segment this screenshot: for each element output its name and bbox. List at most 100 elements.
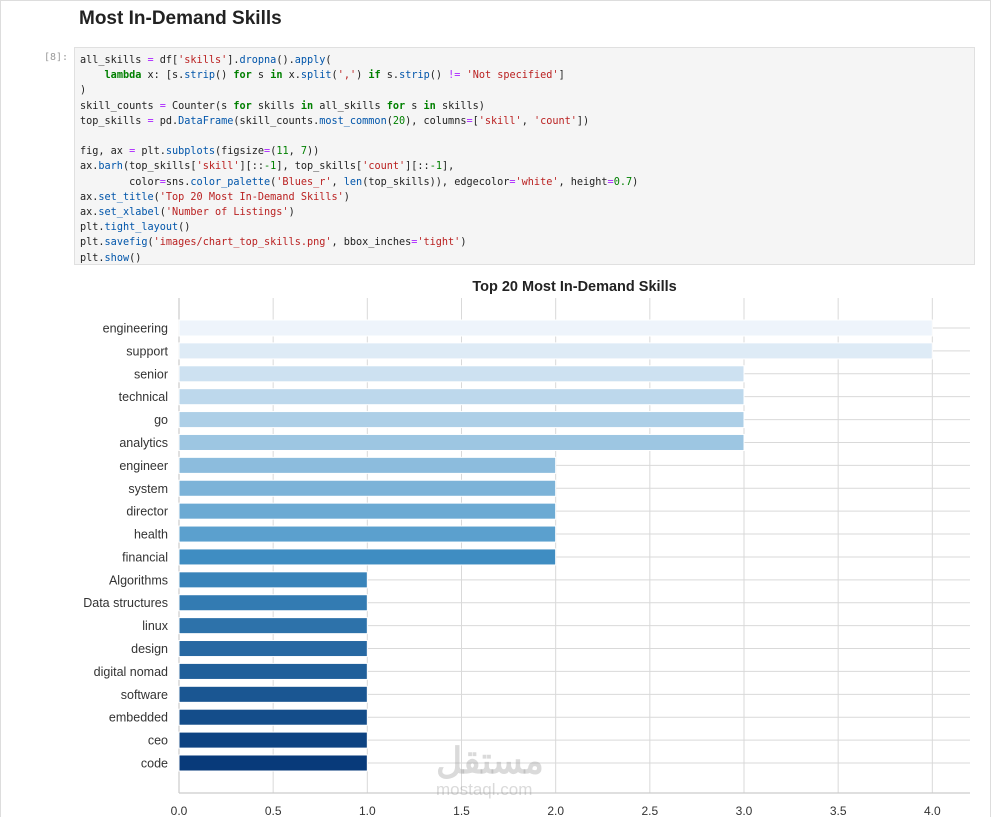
bar xyxy=(178,617,368,635)
code-token: ) xyxy=(80,85,87,97)
code-token: () xyxy=(129,252,142,264)
x-tick-label: 2.5 xyxy=(641,804,658,818)
code-token: ax. xyxy=(80,161,99,173)
code-token: ) xyxy=(632,176,639,188)
code-token: all_skills xyxy=(313,100,387,112)
y-tick-label: linux xyxy=(142,619,168,633)
code-token: = xyxy=(129,146,136,158)
code-line: color=sns.color_palette('Blues_r', len(t… xyxy=(80,175,969,190)
code-token: if xyxy=(368,70,381,82)
code-token: apply xyxy=(294,55,326,66)
watermark-url: mostaql.com xyxy=(436,780,533,799)
code-token: pd. xyxy=(153,115,179,127)
code-token: = xyxy=(147,115,154,127)
y-tick-label: analytics xyxy=(119,436,168,450)
code-token: () xyxy=(429,70,449,82)
code-token: most_common xyxy=(319,115,387,127)
code-token: DataFrame xyxy=(178,115,234,127)
y-tick-label: support xyxy=(126,344,168,358)
code-token: plt. xyxy=(80,237,105,249)
y-tick-label: go xyxy=(154,413,168,427)
code-token: = xyxy=(147,55,154,66)
y-tick-label: code xyxy=(141,757,168,771)
code-token: )) xyxy=(307,146,320,158)
code-token: (figsize xyxy=(214,146,265,158)
code-token: 0.7 xyxy=(613,176,633,188)
bar xyxy=(178,479,557,497)
y-tick-label: financial xyxy=(122,550,168,564)
code-token: ][:: xyxy=(405,161,430,173)
code-token: 20 xyxy=(392,115,406,127)
code-token: , bbox_inches xyxy=(331,237,412,249)
code-token: 'tight' xyxy=(417,237,461,249)
code-token: plt. xyxy=(80,252,105,264)
bar xyxy=(178,571,368,589)
bar xyxy=(178,731,368,749)
code-token: tight_layout xyxy=(104,222,179,234)
code-line: plt.show() xyxy=(80,251,969,264)
bar xyxy=(178,388,745,406)
x-tick-label: 3.5 xyxy=(830,804,847,818)
code-token: x. xyxy=(282,70,301,82)
y-tick-label: software xyxy=(121,688,168,702)
code-token: ) xyxy=(356,70,369,82)
code-token: plt. xyxy=(80,222,105,234)
code-token: strip xyxy=(184,70,215,82)
code-token: set_title xyxy=(98,191,154,203)
code-token: plt. xyxy=(135,146,166,158)
code-token: for xyxy=(233,100,252,112)
code-token: (top_skills[ xyxy=(122,161,197,173)
bar xyxy=(178,754,368,772)
code-token: 'skill' xyxy=(478,115,522,127)
code-token: ) xyxy=(460,237,467,249)
code-token: ), columns xyxy=(405,115,467,127)
code-token: ][:: xyxy=(239,161,265,173)
code-token: color xyxy=(80,176,160,188)
code-token: ( xyxy=(270,176,277,188)
bar xyxy=(178,433,745,451)
code-line: lambda x: [s.strip() for s in x.split(',… xyxy=(80,68,969,83)
code-token: 'count' xyxy=(362,161,406,173)
code-token: ]) xyxy=(576,115,590,127)
code-token: 'white' xyxy=(515,176,559,188)
bar xyxy=(178,594,368,612)
x-tick-label: 1.5 xyxy=(453,804,470,818)
bar xyxy=(178,685,368,703)
code-token: ) xyxy=(288,207,295,219)
code-token: ( xyxy=(270,146,277,158)
y-tick-label: ceo xyxy=(148,734,168,748)
bar xyxy=(178,342,933,360)
code-token: 'skills' xyxy=(178,55,228,66)
code-token: in xyxy=(300,100,314,112)
code-token: 'Not specified' xyxy=(466,70,559,82)
code-line: ax.set_title('Top 20 Most In-Demand Skil… xyxy=(80,190,969,205)
code-line: fig, ax = plt.subplots(figsize=(11, 7)) xyxy=(80,144,969,159)
bar xyxy=(178,640,368,658)
code-token: != xyxy=(448,70,461,82)
code-token: lambda xyxy=(104,70,142,82)
code-token: () xyxy=(214,70,234,82)
code-token: top_skills xyxy=(80,115,148,127)
code-token: sns. xyxy=(165,176,191,188)
code-line: ax.barh(top_skills['skill'][::-1], top_s… xyxy=(80,159,969,174)
code-token: (skill_counts. xyxy=(233,115,320,127)
watermark-logo: مستقل xyxy=(436,740,544,782)
code-token: skill_counts xyxy=(80,100,160,112)
code-token: ) xyxy=(343,191,350,203)
code-token: x: [s. xyxy=(141,70,185,82)
code-token: split xyxy=(300,70,332,82)
bar-chart: 0.0 0.5 1.0 1.5 2.0 2.5 3.0 3.5 4.0 engineering su… xyxy=(83,279,970,818)
code-token: color_palette xyxy=(190,176,271,188)
code-token: for xyxy=(386,100,406,112)
bar xyxy=(178,502,557,520)
code-token: in xyxy=(270,70,283,82)
code-token: for xyxy=(233,70,252,82)
y-tick-label: Algorithms xyxy=(109,573,168,587)
code-cell[interactable]: all_skills = df['skills'].dropna().apply… xyxy=(74,47,975,265)
y-tick-label: embedded xyxy=(109,711,168,725)
code-token: ] xyxy=(558,70,565,82)
code-token: set_xlabel xyxy=(98,207,160,219)
watermark-arabic: مستقل xyxy=(436,740,544,781)
code-token xyxy=(80,70,105,81)
code-token: ], xyxy=(441,161,455,173)
